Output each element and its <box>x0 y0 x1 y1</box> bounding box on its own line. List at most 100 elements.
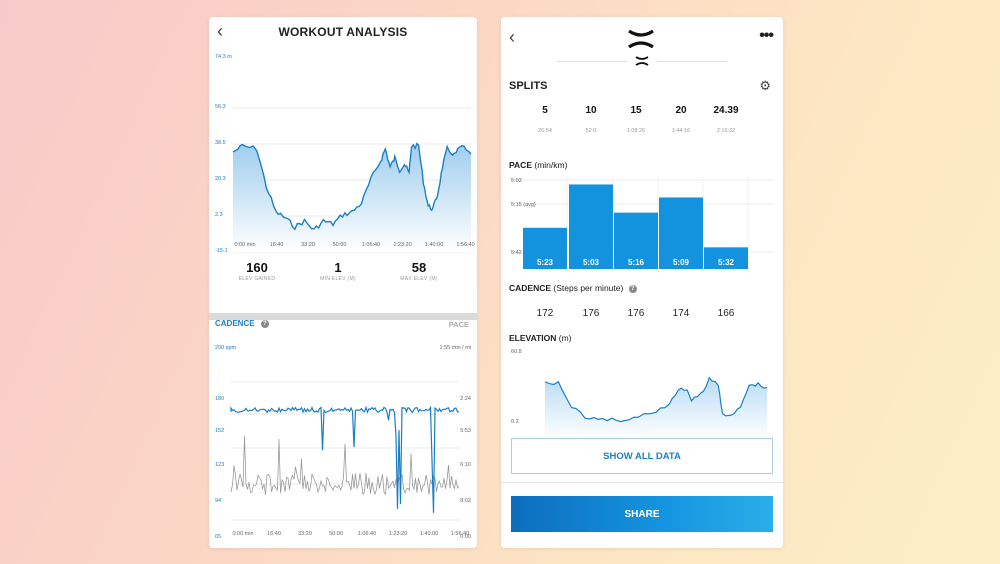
info-icon[interactable]: ? <box>628 284 637 293</box>
cadence-value: 172 <box>536 308 554 319</box>
elevation-x-tick: 1:40:00 <box>424 242 444 248</box>
split-time: 1:08:26 <box>626 128 646 134</box>
pace-bar <box>704 247 748 269</box>
pace-title: PACE (min/km) <box>509 160 568 170</box>
elevation-x-tick: 1:23:20 <box>393 242 412 248</box>
summary-elevation-line <box>544 376 768 423</box>
pace-axis-label: 5:15 (avg) <box>511 202 536 208</box>
gear-icon[interactable]: ⚙ <box>759 78 771 93</box>
elevation-title: ELEVATION (m) <box>509 333 572 343</box>
pace-axis-label: 5:03 <box>511 178 522 184</box>
cadence-y-tick: 94 <box>215 498 222 504</box>
cadence-x-tick: 1:40:00 <box>419 531 439 537</box>
elevation-x-tick: 1:06:40 <box>361 242 381 248</box>
cadence-chart-title: CADENCE ? <box>215 319 269 328</box>
elevation-line <box>232 142 472 231</box>
stat-label: ELEV GAINED <box>238 276 276 282</box>
split-time: 2:16:32 <box>716 128 736 134</box>
stat-label: MIN ELEV (M) <box>320 276 356 282</box>
split-column-header: 5 <box>542 105 548 116</box>
cadence-y-tick: 65 <box>215 534 222 540</box>
elevation-x-tick: 33:20 <box>301 242 315 248</box>
cadence-y-tick: 123 <box>215 462 225 468</box>
split-column-header: 20 <box>675 105 687 116</box>
cadence-y-tick: 180 <box>215 396 225 402</box>
pace-y-tick: 5:53 <box>460 428 471 434</box>
pace-bar-label: 5:09 <box>673 258 690 267</box>
pace-unit-label: 1:55 min / mi <box>439 345 471 351</box>
split-column-header: 10 <box>585 105 597 116</box>
split-column-header: 15 <box>630 105 642 116</box>
cadence-title: CADENCE (Steps per minute) ? <box>509 283 637 293</box>
chevron-left-icon: ‹ <box>509 27 515 47</box>
pace-toggle[interactable]: PACE <box>448 320 469 329</box>
elevation-y-tick: 2.3 <box>215 212 223 218</box>
cadence-line <box>230 405 460 513</box>
show-all-data-button[interactable]: SHOW ALL DATA <box>511 438 773 474</box>
elevation-y-tick: 38.5 <box>215 140 226 146</box>
share-button[interactable]: SHARE <box>511 496 773 532</box>
cadence-x-tick: 0:00 min <box>232 531 254 537</box>
cadence-y-tick: 152 <box>215 428 225 434</box>
pace-bar <box>614 212 658 269</box>
back-button[interactable]: ‹ <box>217 22 223 40</box>
pace-y-tick: 8:02 <box>460 498 471 504</box>
pace-bar-chart: 5:23 5:03 5:16 5:09 5:32 <box>509 177 773 272</box>
pace-line <box>230 436 460 496</box>
split-time: 1:44:16 <box>671 128 691 134</box>
elevation-x-tick: 0:00 min <box>234 242 256 248</box>
cadence-x-tick: 16:40 <box>267 531 281 537</box>
workout-summary-screen: ‹ ••• SPLITS ⚙ PACE (min/km) 5:23 5:03 5:1… <box>501 17 783 548</box>
elevation-x-tick: 1:56:40 <box>456 242 475 248</box>
stat-value: 58 <box>411 260 427 275</box>
pace-bar-label: 5:16 <box>628 258 645 267</box>
summary-elevation-area <box>545 377 767 439</box>
under-armour-small-icon <box>635 56 649 66</box>
splits-title: SPLITS <box>509 80 548 92</box>
workout-analysis-screen: ‹ WORKOUT ANALYSIS 74.3 m CADENCE ? PACE… <box>209 17 477 548</box>
elevation-area <box>233 143 471 252</box>
under-armour-logo-icon <box>628 30 654 48</box>
cadence-pace-chart <box>230 381 460 521</box>
cadence-x-tick: 33:20 <box>298 531 312 537</box>
footer-divider <box>501 482 783 483</box>
split-time: 26:54 <box>538 128 552 134</box>
elevation-y-tick: -15.1 <box>215 248 228 254</box>
stat-value: 160 <box>246 260 268 275</box>
page-title: WORKOUT ANALYSIS <box>278 25 408 39</box>
pace-bar <box>523 227 567 269</box>
cadence-x-tick: 1:06:40 <box>357 531 377 537</box>
pace-y-tick: 0:00 <box>460 534 471 540</box>
elevation-min-label: 0.2 <box>511 419 519 425</box>
logo-divider <box>501 56 783 66</box>
elevation-x-tick: 16:40 <box>269 242 284 248</box>
cadence-x-tick: 50:00 <box>329 531 343 537</box>
cadence-value: 176 <box>582 308 600 319</box>
cadence-x-tick: 1:23:20 <box>388 531 408 537</box>
split-column-header: 24.39 <box>713 105 739 116</box>
back-button[interactable]: ‹ <box>509 28 515 46</box>
elevation-y-tick: 56.3 <box>215 104 226 110</box>
pace-bar-label: 5:23 <box>537 258 554 267</box>
cadence-value: 174 <box>672 308 690 319</box>
section-divider <box>209 313 477 320</box>
info-icon[interactable]: ? <box>260 319 269 328</box>
pace-y-tick: 6:10 <box>460 462 471 468</box>
elevation-chart <box>232 107 472 253</box>
pace-axis-label: 5:42 <box>511 250 522 256</box>
pace-bar-label: 5:03 <box>583 258 600 267</box>
pace-bar <box>659 197 703 269</box>
summary-elevation-chart <box>544 376 768 439</box>
pace-bar-label: 5:32 <box>718 258 735 267</box>
cadence-value: 176 <box>627 308 645 319</box>
pace-bar <box>569 184 613 269</box>
cadence-value: 166 <box>717 308 735 319</box>
elevation-y-tick: 20.3 <box>215 176 226 182</box>
stat-label: MAX ELEV (M) <box>400 276 438 282</box>
stat-value: 1 <box>334 260 342 275</box>
more-dots-icon[interactable]: ••• <box>759 27 774 44</box>
cadence-x-tick: 1:56:40 <box>450 531 470 537</box>
split-time: 52:0 <box>585 128 597 134</box>
elevation-unit-label: 74.3 m <box>215 54 232 60</box>
elevation-x-tick: 50:00 <box>332 242 347 248</box>
